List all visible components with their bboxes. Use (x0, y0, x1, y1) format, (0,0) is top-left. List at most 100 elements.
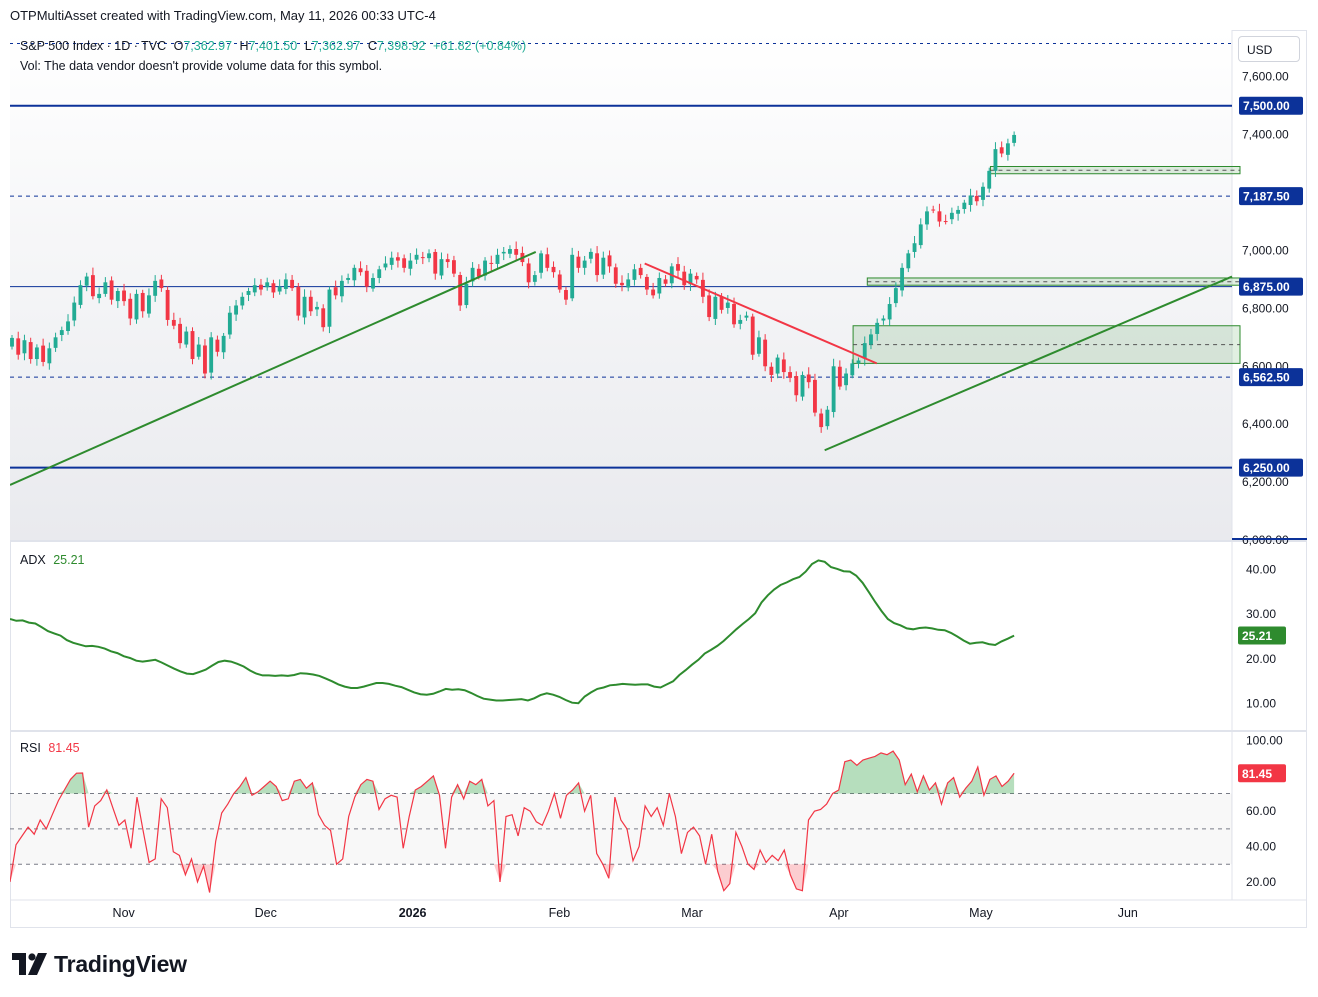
price-level-badge (1239, 368, 1303, 387)
candle-body (576, 256, 581, 268)
candle-body (321, 308, 326, 328)
high-label: H (239, 39, 249, 53)
green-trendline (824, 275, 1233, 452)
candle-body (551, 266, 556, 273)
candle-body (408, 260, 413, 269)
candle-body (277, 286, 282, 292)
candle-body (738, 319, 743, 324)
candle-body (190, 331, 195, 360)
candle-body (694, 275, 699, 280)
open-value: 7,362.97 (183, 39, 233, 53)
price-level-label: 6,562.50 (1243, 371, 1290, 385)
candle-body (209, 337, 214, 373)
candle-body (178, 323, 182, 344)
candle-body (234, 305, 239, 315)
candle-body (296, 286, 301, 316)
candle-body (464, 283, 469, 306)
candle-body (626, 279, 631, 288)
candle-body (445, 259, 450, 263)
low-value: 7,362.97 (311, 39, 361, 53)
candle-body (134, 293, 139, 320)
candle-body (825, 409, 830, 427)
candle-body (452, 260, 456, 274)
candle-body (781, 359, 786, 373)
candle-body (495, 254, 500, 264)
candle-body (968, 195, 973, 206)
price-level-badge (1239, 277, 1303, 296)
y-tick-label-rsi: 20.00 (1246, 875, 1276, 889)
adx-line (10, 559, 1015, 705)
y-tick-label-main: 6,800.00 (1242, 301, 1289, 315)
price-level-label: 7,187.50 (1243, 190, 1290, 204)
candle-body (283, 279, 288, 289)
price-level-badge (1239, 187, 1303, 206)
candle-body (707, 295, 712, 318)
x-tick-label: Mar (681, 906, 703, 920)
candle-body (383, 263, 388, 268)
currency-button[interactable]: USD (1238, 36, 1300, 62)
candle-body (663, 279, 668, 284)
tradingview-logo[interactable]: TradingView (12, 949, 187, 979)
candle-body (1005, 143, 1010, 155)
rsi-legend: RSI 81.45 (20, 741, 80, 755)
y-tick-label-rsi: 100.00 (1246, 734, 1283, 748)
candle-body (850, 363, 855, 376)
price-level-label: 6,875.00 (1243, 280, 1290, 294)
candle-body (918, 224, 923, 246)
adx-value-badge (1238, 626, 1286, 645)
candle-body (856, 360, 861, 364)
candle-body (676, 264, 680, 271)
candle-body (906, 253, 911, 269)
candle-body (987, 170, 992, 189)
adx-value: 25.21 (53, 553, 85, 567)
candle-body (644, 276, 649, 290)
candle-body (514, 249, 519, 255)
candle-body (140, 292, 145, 312)
candle-body (78, 285, 83, 305)
price-level-label: 6,250.00 (1243, 461, 1290, 475)
candle-body (713, 296, 718, 319)
candle-body (937, 211, 942, 222)
x-tick-label: 2026 (399, 906, 427, 920)
adx-value-label: 25.21 (1242, 629, 1272, 643)
candle-body (215, 339, 220, 352)
candle-body (34, 347, 39, 360)
close-value: 7,398.92 (376, 39, 426, 53)
y-tick-label-adx: 10.00 (1246, 697, 1276, 711)
y-tick-label-adx: 20.00 (1246, 652, 1276, 666)
candle-body (433, 251, 438, 274)
candle-body (327, 289, 332, 327)
candle-body (931, 209, 936, 211)
close-label: C (367, 39, 377, 53)
symbol-name[interactable]: S&P 500 Index · 1D · TVC (20, 39, 167, 53)
candle-body (564, 290, 568, 300)
candle-body (869, 334, 873, 345)
rsi-oversold-fill (10, 864, 1015, 893)
candle-body (775, 357, 780, 374)
candle-body (819, 413, 824, 428)
candle-body (420, 257, 425, 259)
candle-body (999, 147, 1004, 154)
candle-body (427, 253, 431, 259)
candle-body (813, 379, 817, 413)
candle-body (763, 339, 768, 367)
y-tick-label-main: 6,400.00 (1242, 417, 1289, 431)
candle-body (750, 316, 755, 355)
candle-body (632, 269, 637, 280)
candle-body (53, 337, 58, 348)
chart-canvas[interactable]: 6,000.006,200.006,400.006,600.006,800.00… (10, 30, 1307, 928)
candle-body (22, 340, 27, 354)
candle-body (601, 257, 606, 275)
candle-body (769, 366, 774, 375)
candle-body (526, 263, 531, 283)
y-tick-label-adx: 40.00 (1246, 562, 1276, 576)
candle-body (993, 149, 998, 171)
candle-body (800, 374, 805, 397)
candle-body (97, 293, 102, 299)
candle-body (240, 296, 245, 306)
candle-body (582, 260, 587, 268)
x-tick-label: Nov (113, 906, 136, 920)
low-label: L (304, 39, 312, 53)
y-tick-label-main: 7,600.00 (1242, 70, 1289, 84)
candle-body (302, 296, 307, 318)
